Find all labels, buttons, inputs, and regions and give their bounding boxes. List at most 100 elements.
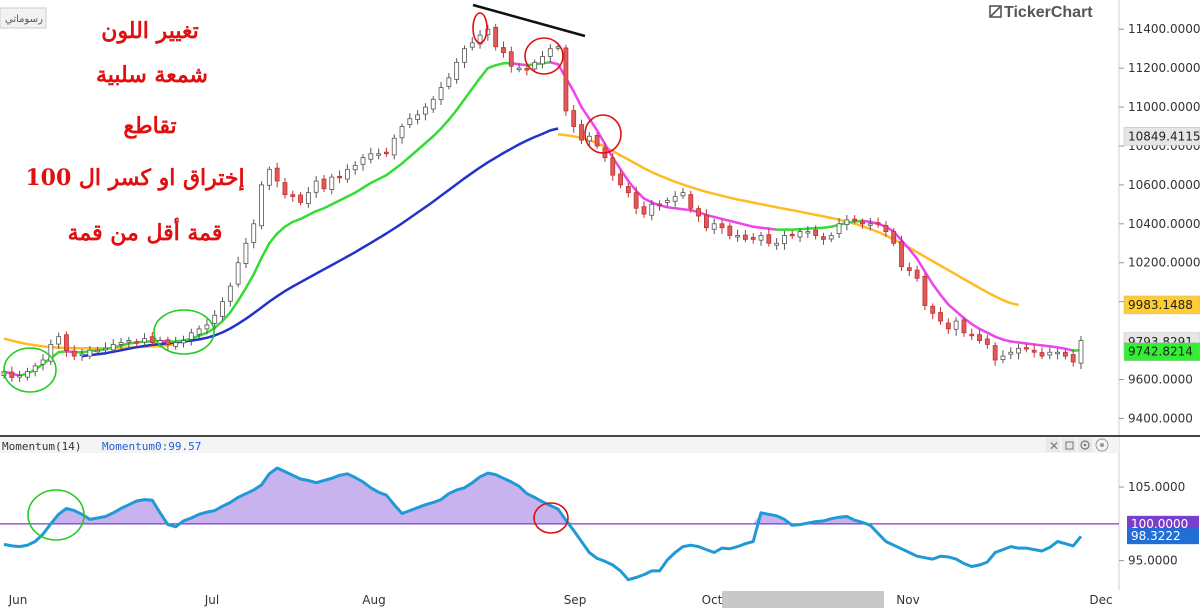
- candle-body: [516, 67, 522, 71]
- x-axis-scrollbar[interactable]: [722, 591, 884, 608]
- ma-short-segment: [666, 206, 677, 210]
- ma-short-segment: [57, 350, 68, 354]
- ma-short-segment: [268, 232, 279, 245]
- price-tick-label: 10600.0000: [1128, 178, 1200, 192]
- candle-body: [828, 235, 834, 240]
- ma-long-line: [557, 133, 1019, 307]
- ma-short-segment: [244, 273, 255, 290]
- svg-text:✕: ✕: [1049, 439, 1059, 453]
- candle-body: [48, 344, 54, 362]
- momentum-info-icon[interactable]: [1095, 438, 1109, 452]
- x-label-dec: Dec: [1089, 593, 1112, 607]
- candle-body: [384, 151, 389, 155]
- candle-body: [274, 167, 280, 182]
- ma-short-segment: [471, 76, 482, 90]
- momentum-tick-label: 95.0000: [1128, 554, 1178, 568]
- candle-body: [399, 126, 405, 139]
- momentum-close-icon[interactable]: ✕: [1046, 438, 1060, 453]
- ma-short-segment: [986, 331, 997, 338]
- momentum-minimize-icon[interactable]: [1062, 438, 1076, 452]
- candle-body: [906, 267, 912, 271]
- ma-short-segment: [915, 257, 927, 273]
- candle-body: [165, 339, 171, 345]
- ma-short-segment: [338, 195, 349, 202]
- momentum-value-label: Momentum0:99.57: [102, 440, 201, 453]
- ma-short-segment: [299, 213, 310, 221]
- momentum-area: [4, 468, 1081, 524]
- ma-short-segment: [236, 286, 248, 302]
- candle-body: [227, 285, 233, 302]
- price-tick-label: 9600.0000: [1128, 372, 1193, 386]
- momentum-value-text: 100.0000: [1131, 517, 1188, 531]
- circle-crossover-jun: [3, 347, 57, 393]
- ma-short-segment: [330, 199, 341, 206]
- x-axis: Jun Jul Aug Sep Oct Nov Dec: [8, 591, 1113, 608]
- candle-body: [540, 56, 545, 65]
- annotation-break-100: إختراق او كسر ال 100: [25, 165, 244, 192]
- ma-short-segment: [580, 105, 591, 120]
- drawings-button[interactable]: رسوماتي: [0, 7, 47, 29]
- ma-short-segment: [767, 227, 778, 231]
- candle-body: [586, 135, 592, 142]
- candle-body: [126, 340, 132, 343]
- candle-body: [313, 180, 319, 193]
- ma-short-segment: [736, 221, 747, 227]
- candle-body: [860, 221, 865, 225]
- ma-short-segment: [431, 127, 443, 138]
- candle-body: [875, 222, 881, 225]
- price-label-text: 9742.8214: [1128, 345, 1193, 359]
- candle-body: [563, 47, 569, 112]
- price-tick-label: 11000.0000: [1128, 100, 1200, 114]
- candle-body: [688, 194, 694, 209]
- x-label-sep: Sep: [564, 593, 587, 607]
- momentum-title: Momentum(14): [2, 440, 81, 453]
- ma-short-segment: [252, 256, 263, 276]
- candle-body: [984, 338, 990, 345]
- candle-body: [727, 225, 733, 236]
- ma-short-segment: [572, 90, 583, 109]
- candle-body: [774, 242, 780, 246]
- candle-body: [477, 34, 483, 45]
- ma-short-segment: [798, 227, 810, 231]
- candle-body: [571, 110, 577, 127]
- candle-body: [290, 194, 296, 197]
- price-tick-label: 9400.0000: [1128, 411, 1193, 425]
- candle-body: [337, 175, 342, 179]
- candle-body: [899, 241, 904, 268]
- momentum-settings-icon[interactable]: [1078, 438, 1092, 452]
- candle-body: [469, 42, 475, 48]
- ma-short-segment: [720, 217, 732, 223]
- candle-body: [376, 153, 382, 156]
- x-label-nov: Nov: [896, 593, 919, 607]
- ma-short-segment: [673, 206, 685, 211]
- price-label-badge: [1123, 127, 1200, 146]
- candle-body: [79, 353, 85, 357]
- ma-short-segment: [260, 242, 271, 260]
- candle-body: [266, 168, 272, 186]
- ma-short-segment: [314, 206, 326, 213]
- trendline-lower-high[interactable]: [472, 3, 586, 38]
- candle-body: [438, 87, 444, 101]
- ma-short-segment: [275, 225, 287, 235]
- candle-body: [782, 235, 787, 245]
- ma-short-segment: [1064, 347, 1075, 352]
- candle-body: [430, 98, 436, 110]
- ma-short-segment: [385, 168, 396, 177]
- price-axis[interactable]: [1119, 0, 1200, 436]
- ma-short-segment: [119, 342, 131, 347]
- ma-short-segment: [1056, 346, 1067, 350]
- price-label-text: 9983.1488: [1128, 298, 1193, 312]
- annotation-negative-candle: شمعة سلبية: [96, 62, 208, 88]
- momentum-ticks: 105.0000 95.0000: [1119, 480, 1185, 568]
- candle-body: [298, 194, 303, 203]
- candle-body: [867, 223, 873, 226]
- candle-body: [9, 371, 15, 378]
- ma-short-segment: [861, 219, 872, 224]
- candle-body: [103, 347, 108, 351]
- ma-short-segment: [439, 118, 451, 130]
- ma-short-segment: [486, 63, 497, 70]
- candle-body: [891, 231, 897, 244]
- candle-body: [508, 51, 514, 67]
